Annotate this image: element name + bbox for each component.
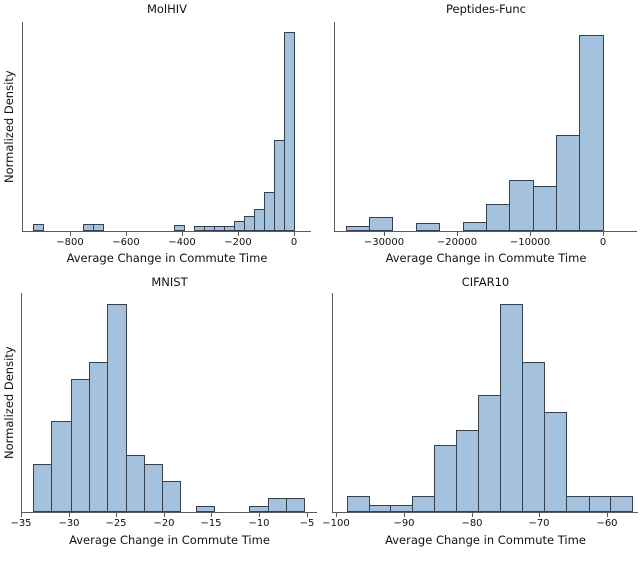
- x-tick-mark: [307, 513, 308, 517]
- x-tick-mark: [472, 513, 473, 517]
- x-axis-label-molhiv: Average Change in Commute Time: [66, 251, 268, 265]
- x-tick-label: −90: [393, 518, 415, 529]
- histogram-bar: [412, 496, 435, 512]
- x-tick-label: −10000: [509, 237, 551, 248]
- histogram-bar: [416, 223, 440, 231]
- x-tick-label: −30000: [363, 237, 405, 248]
- x-tick-label: −400: [168, 237, 196, 248]
- x-tick-label: −100: [322, 518, 350, 529]
- histogram-bar: [566, 496, 590, 512]
- x-tick-label: −20: [153, 518, 175, 529]
- x-tick-mark: [70, 232, 71, 236]
- histogram-bar: [456, 430, 479, 512]
- chart-title-cifar10: CIFAR10: [461, 275, 510, 289]
- histogram-bar: [162, 481, 181, 512]
- x-axis-label-peptides-func: Average Change in Commute Time: [385, 251, 587, 265]
- x-tick-label: −25: [105, 518, 127, 529]
- x-tick-label: −600: [112, 237, 140, 248]
- histogram-bar: [346, 226, 370, 231]
- histogram-bar: [249, 506, 269, 512]
- x-tick-mark: [603, 232, 604, 236]
- x-tick-mark: [126, 232, 127, 236]
- histogram-bar: [509, 180, 534, 231]
- histogram-bar: [93, 224, 104, 231]
- x-axis-label-mnist: Average Change in Commute Time: [69, 533, 270, 547]
- histogram-bar: [522, 362, 545, 512]
- x-tick-label: −60: [596, 518, 618, 529]
- y-axis-label-mnist: Normalized Density: [2, 346, 16, 460]
- x-tick-mark: [116, 513, 117, 517]
- plot-area-molhiv: −800 −600 −400 −200 0: [22, 22, 311, 248]
- x-tick-label: −80: [461, 518, 483, 529]
- histogram-bar: [144, 464, 163, 512]
- chart-title-molhiv: MolHIV: [146, 2, 188, 16]
- x-tick-mark: [164, 513, 165, 517]
- x-tick-label: 0: [290, 237, 298, 248]
- histogram-bar: [369, 505, 391, 512]
- x-tick-label: −200: [224, 237, 252, 248]
- x-tick-mark: [182, 232, 183, 236]
- x-tick-label: 0: [599, 237, 607, 248]
- x-tick-mark: [259, 513, 260, 517]
- histogram-bar: [434, 445, 457, 512]
- histogram-bar: [579, 35, 604, 231]
- histogram-bar: [463, 222, 487, 231]
- histogram-bar: [71, 379, 90, 512]
- x-tick-mark: [21, 513, 22, 517]
- histogram-bar: [33, 224, 44, 231]
- x-tick-label: −15: [200, 518, 222, 529]
- y-axis-label-molhiv: Normalized Density: [2, 70, 16, 184]
- x-tick-mark: [211, 513, 212, 517]
- x-tick-mark: [294, 232, 295, 236]
- x-tick-label: −5: [299, 518, 315, 529]
- histogram-bar: [500, 304, 523, 512]
- histogram-bar: [610, 496, 633, 512]
- x-tick-label: −70: [528, 518, 550, 529]
- x-tick-label: −20000: [436, 237, 478, 248]
- histogram-bar: [347, 496, 370, 512]
- histogram-bar: [284, 32, 295, 231]
- x-tick-mark: [384, 232, 385, 236]
- histogram-bar: [174, 225, 185, 231]
- chart-title-peptides-func: Peptides-Func: [445, 2, 526, 16]
- plot-area-cifar10: −100 −90 −80 −70 −60: [322, 293, 638, 529]
- histogram-bar: [533, 186, 557, 231]
- x-tick-mark: [530, 232, 531, 236]
- x-tick-mark: [539, 513, 540, 517]
- histogram-bar: [126, 455, 145, 512]
- x-tick-mark: [404, 513, 405, 517]
- histogram-bar: [107, 304, 127, 512]
- histogram-bar: [268, 498, 287, 512]
- histogram-bar: [486, 204, 510, 231]
- plot-area-peptides-func: −30000 −20000 −10000 0: [334, 22, 637, 248]
- x-tick-label: −35: [10, 518, 32, 529]
- x-tick-mark: [607, 513, 608, 517]
- histogram-bar: [589, 496, 611, 512]
- x-tick-mark: [457, 232, 458, 236]
- x-tick-mark: [238, 232, 239, 236]
- histogram-bar: [544, 412, 567, 512]
- histogram-bar: [478, 395, 501, 512]
- x-tick-mark: [336, 513, 337, 517]
- histogram-bar: [51, 421, 72, 512]
- x-tick-label: −10: [248, 518, 270, 529]
- histogram-bar: [89, 362, 108, 512]
- histogram-bar: [33, 464, 52, 512]
- x-tick-mark: [69, 513, 70, 517]
- x-tick-label: −800: [56, 237, 84, 248]
- histogram-bar: [390, 505, 413, 512]
- histogram-bar: [556, 135, 580, 231]
- plot-area-mnist: −35 −30 −25 −20 −15 −10 −5: [10, 293, 317, 529]
- histogram-bar: [369, 217, 393, 231]
- x-tick-label: −30: [58, 518, 80, 529]
- histogram-bar: [286, 498, 305, 512]
- chart-title-mnist: MNIST: [151, 275, 188, 289]
- histogram-bar: [196, 506, 215, 512]
- x-axis-label-cifar10: Average Change in Commute Time: [385, 533, 586, 547]
